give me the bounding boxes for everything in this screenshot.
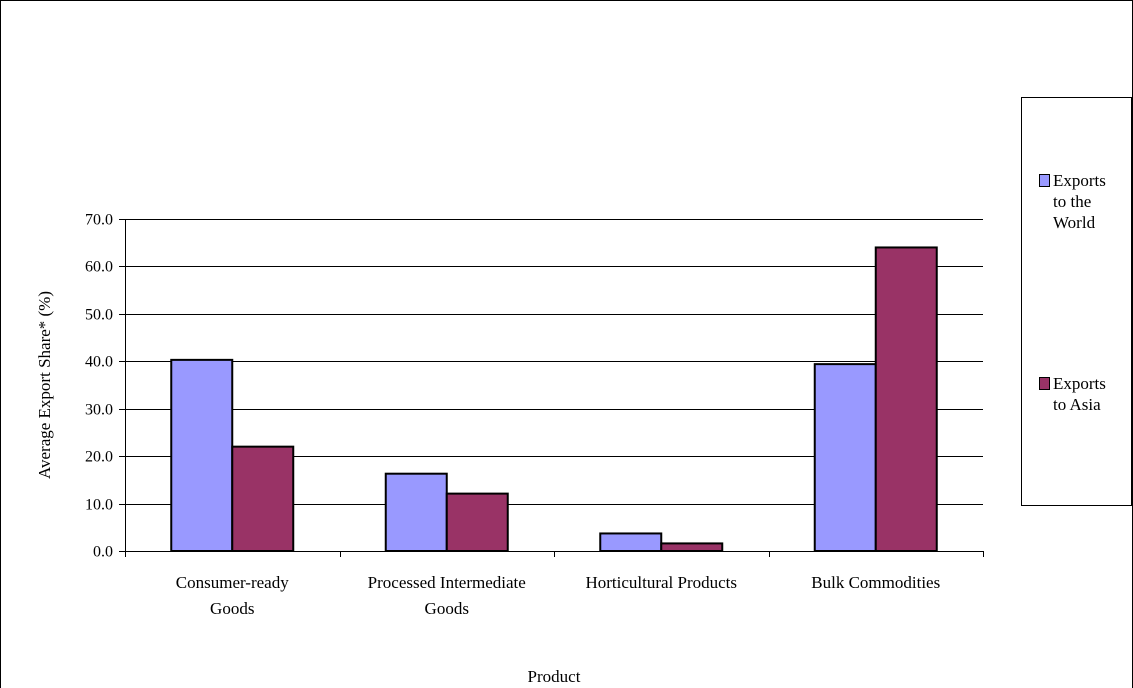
x-category-label: Consumer-ready [176, 573, 289, 592]
y-axis-title: Average Export Share* (%) [35, 291, 54, 479]
bar [660, 542, 724, 553]
legend-label-line: Exports [1053, 171, 1106, 190]
x-category-label: Goods [210, 599, 254, 618]
x-category-label: Goods [425, 599, 469, 618]
bar [384, 472, 448, 553]
axes [119, 219, 984, 557]
legend-label-line: Exports [1053, 374, 1106, 393]
legend-label-line: World [1053, 213, 1096, 232]
bar [599, 532, 663, 552]
legend: Exports to the World Exports to Asia [1021, 97, 1132, 506]
legend-label-line: to the [1053, 192, 1092, 211]
y-tick-label: 0.0 [93, 544, 113, 561]
legend-label-asia: Exports to Asia [1053, 373, 1133, 415]
x-category-label: Bulk Commodities [811, 573, 940, 592]
y-tick-label: 10.0 [85, 497, 113, 514]
axis-labels: 0.0 10.0 20.0 30.0 40.0 50.0 60.0 70.0 Consumer-… [85, 212, 940, 619]
legend-swatch-asia [1039, 377, 1050, 390]
y-tick-label: 50.0 [85, 307, 113, 324]
y-tick-label: 30.0 [85, 402, 113, 419]
bar [445, 492, 509, 552]
bar [874, 246, 938, 552]
bar [231, 445, 295, 552]
x-category-label: Processed Intermediate [368, 573, 526, 592]
y-tick-label: 70.0 [85, 212, 113, 229]
y-tick-label: 60.0 [85, 259, 113, 276]
legend-label-line: to Asia [1053, 395, 1101, 414]
bar [813, 363, 877, 553]
x-category-label: Horticultural Products [585, 573, 737, 592]
x-axis-title: Product [528, 667, 581, 686]
y-tick-label: 20.0 [85, 449, 113, 466]
legend-label-world: Exports to the World [1053, 170, 1133, 233]
legend-swatch-world [1039, 174, 1050, 187]
bar [170, 358, 234, 552]
y-tick-label: 40.0 [85, 354, 113, 371]
